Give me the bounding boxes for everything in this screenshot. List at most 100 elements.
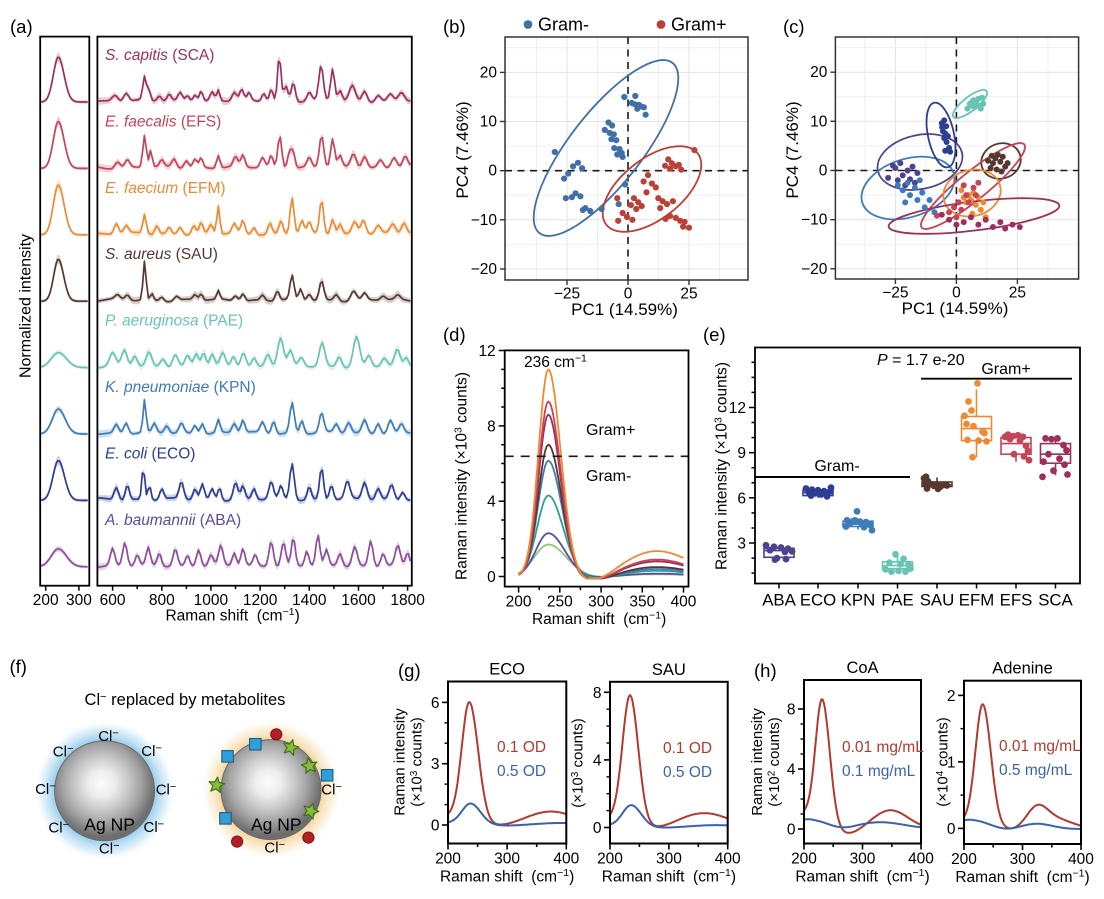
svg-text:EFS: EFS	[1000, 591, 1033, 610]
svg-text:(c): (c)	[783, 16, 805, 37]
svg-text:1600: 1600	[341, 592, 376, 609]
svg-text:Gram+: Gram+	[671, 15, 727, 35]
svg-text:8: 8	[593, 685, 602, 702]
svg-text:(f): (f)	[10, 656, 27, 677]
svg-text:6: 6	[431, 695, 440, 712]
svg-text:(b): (b)	[443, 16, 466, 37]
svg-text:3: 3	[431, 756, 440, 773]
svg-text:Gram-: Gram-	[538, 15, 589, 35]
svg-text:3: 3	[737, 536, 746, 553]
svg-text:PAE: PAE	[881, 591, 913, 610]
svg-text:Ag NP: Ag NP	[84, 815, 135, 835]
svg-text:0.5 mg/mL: 0.5 mg/mL	[999, 762, 1073, 779]
svg-text:0.1 OD: 0.1 OD	[663, 740, 712, 757]
svg-text:A. baumannii (ABA): A. baumannii (ABA)	[104, 512, 241, 529]
svg-text:0: 0	[487, 569, 496, 586]
svg-text:S. capitis (SCA): S. capitis (SCA)	[105, 47, 214, 64]
svg-text:E. faecalis (EFS): E. faecalis (EFS)	[105, 113, 221, 130]
svg-text:(e): (e)	[703, 324, 726, 345]
svg-text:Raman shift (cm−1): Raman shift (cm−1)	[955, 868, 1089, 887]
svg-text:0: 0	[431, 818, 440, 835]
svg-text:(a): (a)	[10, 16, 33, 37]
svg-text:−20: −20	[801, 261, 828, 278]
svg-text:600: 600	[100, 592, 126, 609]
svg-text:1000: 1000	[194, 592, 229, 609]
svg-text:200: 200	[33, 592, 59, 609]
svg-text:25: 25	[680, 286, 697, 303]
svg-text:0.01 mg/mL: 0.01 mg/mL	[842, 739, 924, 756]
svg-text:0.1 mg/mL: 0.1 mg/mL	[842, 763, 916, 780]
svg-text:(×103 counts): (×103 counts)	[570, 718, 587, 807]
svg-text:8: 8	[487, 418, 496, 435]
svg-text:300: 300	[850, 851, 876, 868]
svg-text:PC1 (14.59%): PC1 (14.59%)	[902, 299, 1009, 318]
svg-text:ABA: ABA	[762, 591, 796, 610]
svg-text:1200: 1200	[243, 592, 278, 609]
svg-text:Raman shift (cm−1): Raman shift (cm−1)	[795, 867, 929, 886]
svg-text:Raman shift (cm−1): Raman shift (cm−1)	[532, 609, 666, 628]
svg-text:−20: −20	[471, 261, 498, 278]
svg-text:Raman shift (cm−1): Raman shift (cm−1)	[440, 867, 574, 886]
svg-text:0: 0	[819, 163, 828, 180]
svg-text:1: 1	[947, 754, 956, 771]
svg-text:P = 1.7 e-20: P = 1.7 e-20	[877, 352, 965, 369]
svg-text:SAU: SAU	[920, 591, 955, 610]
svg-text:200: 200	[506, 594, 532, 611]
svg-text:0.01 mg/mL: 0.01 mg/mL	[999, 738, 1081, 755]
svg-text:−10: −10	[471, 212, 498, 229]
svg-text:300: 300	[588, 594, 614, 611]
svg-text:200: 200	[435, 851, 461, 868]
svg-text:Adenine: Adenine	[992, 660, 1053, 678]
svg-text:0.1 OD: 0.1 OD	[497, 739, 546, 756]
svg-text:(h): (h)	[754, 660, 777, 681]
svg-text:300: 300	[656, 851, 682, 868]
svg-text:12: 12	[478, 343, 495, 360]
svg-text:PC4 (7.46%): PC4 (7.46%)	[453, 101, 472, 198]
svg-text:0: 0	[624, 286, 633, 303]
svg-text:25: 25	[1009, 285, 1026, 302]
svg-text:400: 400	[908, 851, 934, 868]
svg-text:400: 400	[553, 851, 579, 868]
svg-text:0.5 OD: 0.5 OD	[663, 764, 712, 781]
svg-text:ECO: ECO	[489, 661, 525, 679]
svg-text:−10: −10	[801, 212, 828, 229]
svg-text:Raman intensity (×103 counts): Raman intensity (×103 counts)	[453, 372, 471, 580]
svg-text:Gram-: Gram-	[814, 458, 859, 475]
svg-text:0: 0	[952, 285, 961, 302]
svg-text:2: 2	[947, 688, 956, 705]
svg-text:KPN: KPN	[841, 591, 876, 610]
svg-text:S. aureus (SAU): S. aureus (SAU)	[105, 246, 218, 263]
svg-text:4: 4	[593, 752, 602, 769]
svg-text:Normalized intensity: Normalized intensity	[18, 234, 35, 378]
svg-text:ECO: ECO	[800, 591, 836, 610]
svg-text:SAU: SAU	[652, 661, 686, 679]
svg-text:1800: 1800	[390, 592, 425, 609]
svg-text:0: 0	[593, 820, 602, 837]
svg-text:10: 10	[810, 113, 828, 130]
svg-text:400: 400	[1068, 851, 1094, 868]
svg-text:300: 300	[66, 592, 92, 609]
svg-text:Ag NP: Ag NP	[251, 815, 302, 835]
svg-text:P. aeruginosa (PAE): P. aeruginosa (PAE)	[105, 313, 243, 330]
svg-text:350: 350	[629, 594, 655, 611]
svg-text:PC1 (14.59%): PC1 (14.59%)	[571, 300, 678, 319]
svg-text:E. faecium (EFM): E. faecium (EFM)	[105, 180, 226, 197]
svg-text:400: 400	[715, 851, 741, 868]
svg-text:K. pneumoniae (KPN): K. pneumoniae (KPN)	[105, 379, 256, 396]
svg-text:Gram-: Gram-	[586, 468, 631, 485]
svg-text:200: 200	[791, 851, 817, 868]
svg-text:Gram+: Gram+	[981, 361, 1030, 378]
svg-text:10: 10	[480, 114, 498, 131]
svg-text:20: 20	[480, 64, 498, 81]
svg-text:Raman intensity: Raman intensity	[392, 708, 409, 816]
svg-text:0: 0	[488, 163, 497, 180]
svg-text:−25: −25	[554, 286, 580, 303]
svg-text:Raman intensity (×103 counts): Raman intensity (×103 counts)	[713, 362, 731, 570]
svg-text:6: 6	[737, 490, 746, 507]
svg-text:0.5 OD: 0.5 OD	[497, 763, 546, 780]
svg-text:(×102 counts): (×102 counts)	[766, 717, 783, 806]
svg-text:CoA: CoA	[846, 659, 878, 677]
svg-text:Raman intensity: Raman intensity	[749, 708, 766, 816]
svg-text:(g): (g)	[398, 660, 421, 681]
svg-text:200: 200	[951, 851, 977, 868]
